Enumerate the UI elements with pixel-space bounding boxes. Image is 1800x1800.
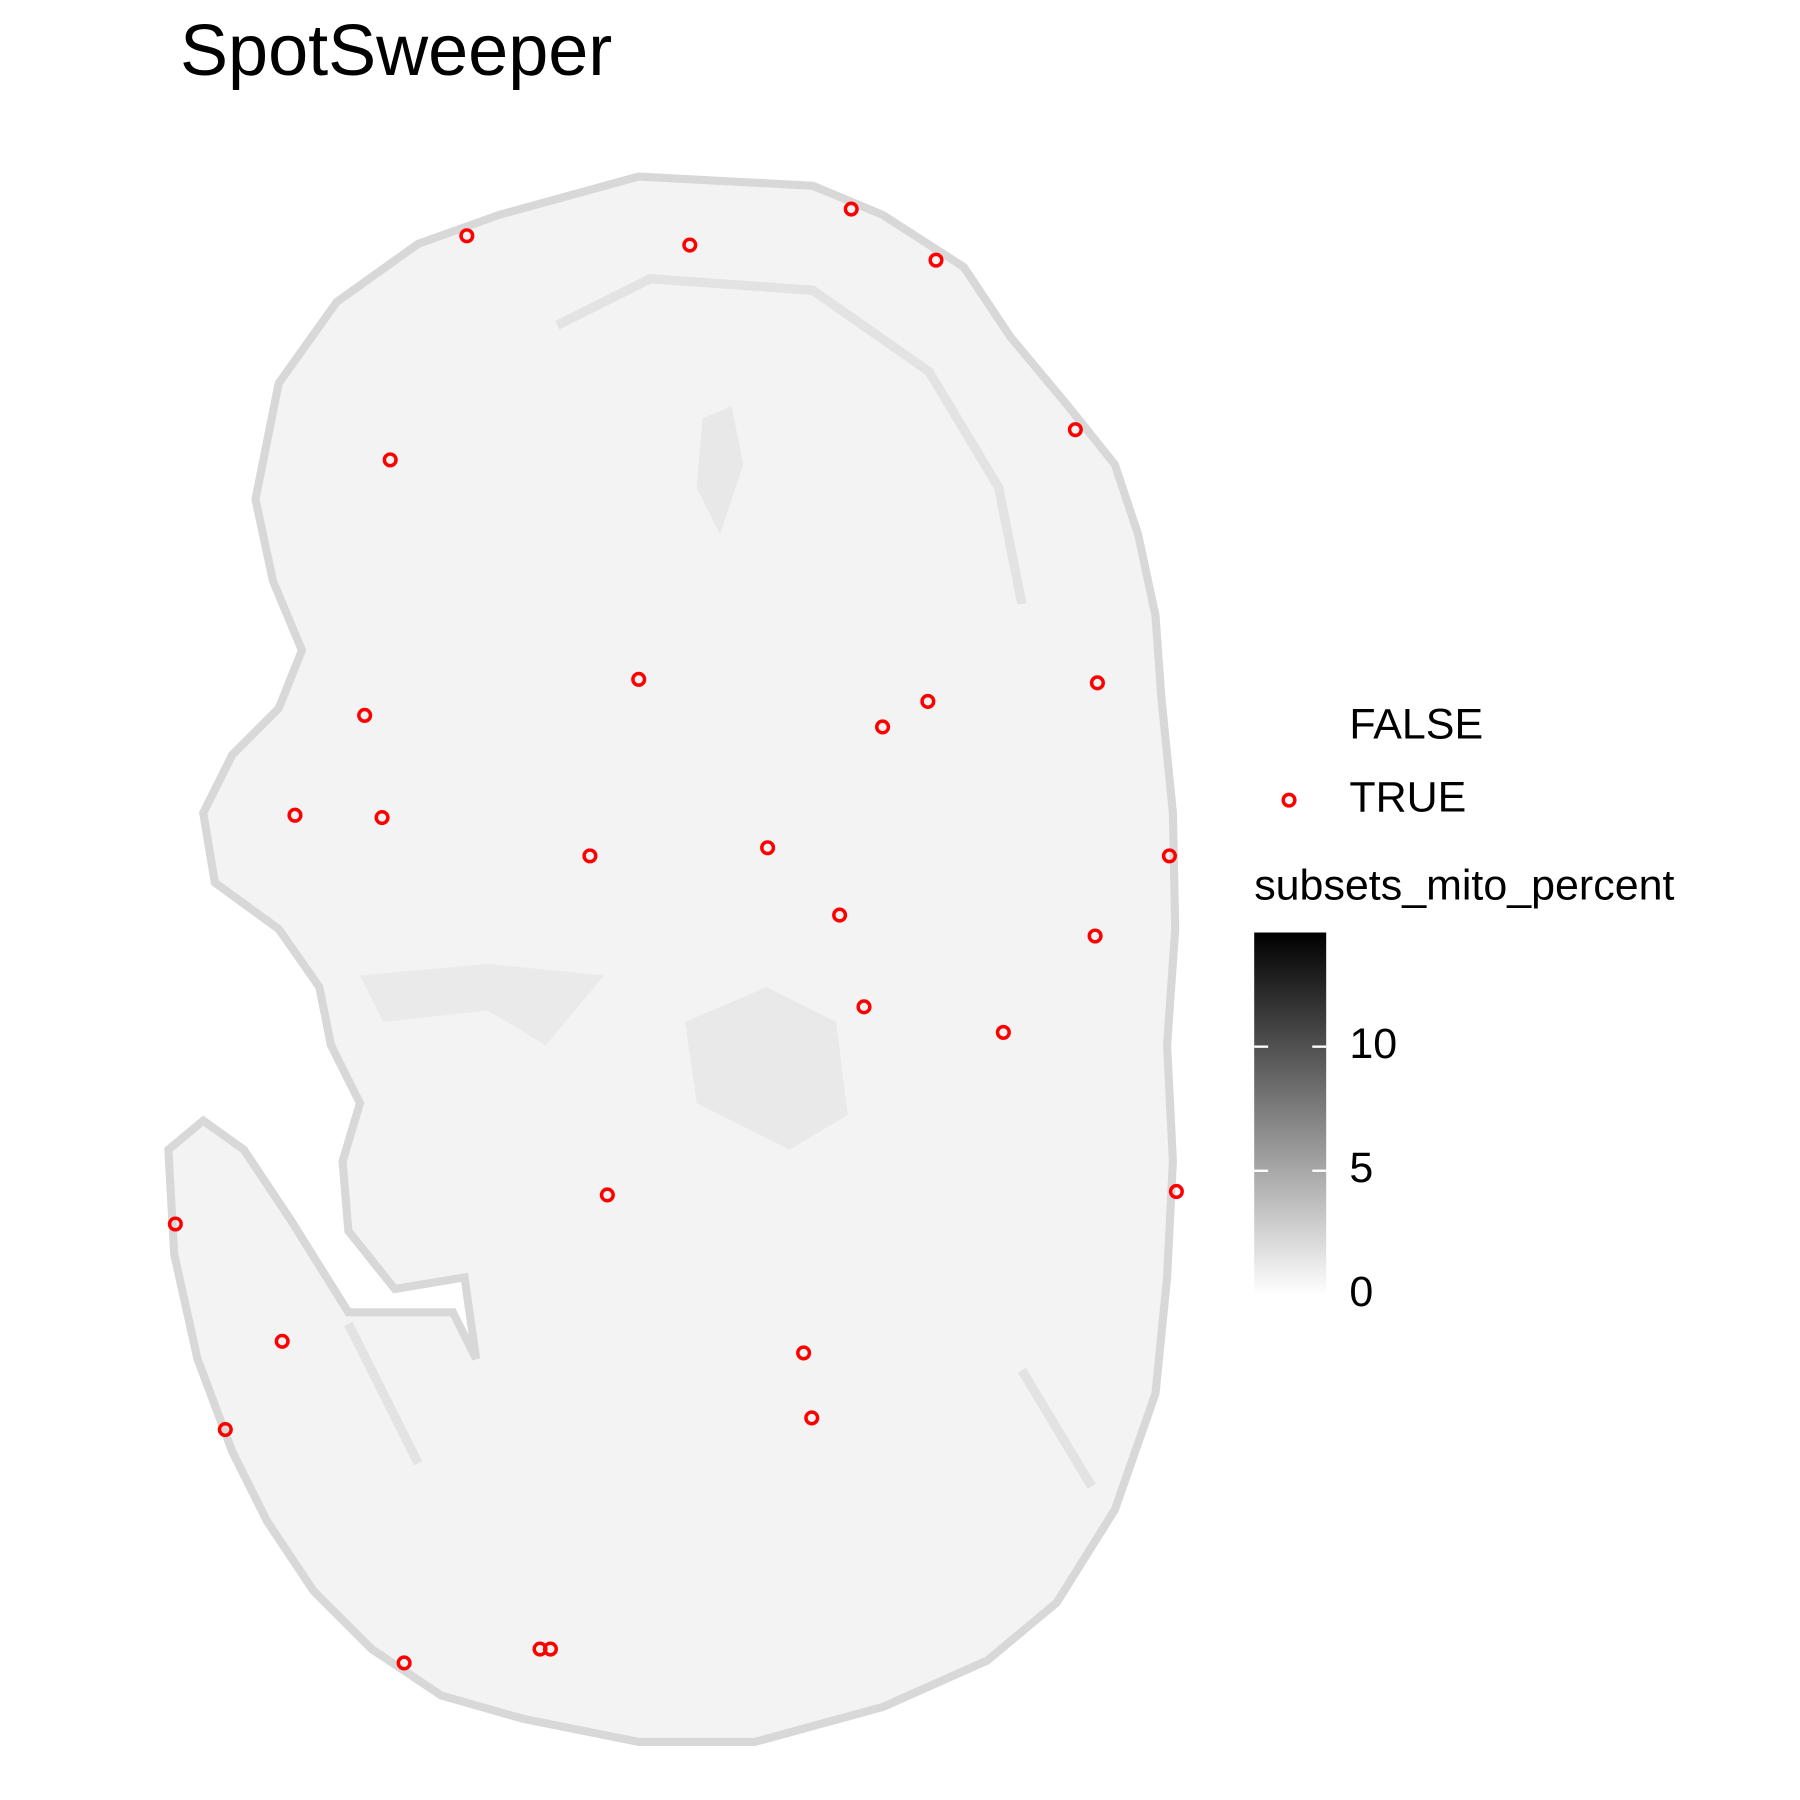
outlier-point	[856, 999, 872, 1015]
outlier-point	[582, 848, 598, 864]
legend-key	[1281, 792, 1297, 808]
outlier-point	[167, 1216, 183, 1232]
colorbar-title: subsets_mito_percent	[1254, 862, 1674, 910]
outlier-point	[1067, 422, 1083, 438]
tissue-region	[696, 406, 744, 535]
legend-label: FALSE	[1349, 700, 1483, 748]
outlier-point	[920, 693, 936, 709]
legend-label: TRUE	[1349, 773, 1466, 821]
outlier-point	[1089, 675, 1105, 691]
outlier-point	[287, 807, 303, 823]
legend-key	[1283, 721, 1295, 733]
outlier-point	[382, 452, 398, 468]
colorbar-tick-label: 0	[1349, 1268, 1373, 1316]
outlier-point	[760, 840, 776, 856]
legend: FALSE TRUE subsets_mito_percent 0 5 10	[1254, 700, 1674, 1316]
outlier-point	[796, 1345, 812, 1361]
tissue-region	[344, 273, 1096, 1489]
outlier-point	[1087, 928, 1103, 944]
outlier-point	[995, 1024, 1011, 1040]
outlier-point	[631, 671, 647, 687]
outlier-point	[1161, 848, 1177, 864]
outlier-point	[682, 237, 698, 253]
tissue-region	[360, 963, 604, 1046]
outlier-point	[1168, 1183, 1184, 1200]
outlier-point	[374, 810, 390, 826]
outlier-point	[804, 1410, 820, 1426]
colorbar-tick-label: 10	[1349, 1020, 1397, 1068]
colorbar	[1254, 932, 1327, 1295]
outlier-point	[217, 1422, 233, 1438]
outlier-point	[843, 201, 859, 217]
outlier-point	[357, 707, 373, 723]
colorbar-tick-label: 5	[1349, 1144, 1373, 1192]
tissue-region	[685, 987, 848, 1150]
outlier-point	[599, 1187, 615, 1203]
outlier-point	[274, 1333, 290, 1349]
outlier-point	[875, 719, 891, 735]
outlier-point	[396, 1655, 412, 1671]
outlier-point	[832, 907, 848, 923]
tissue-outline	[164, 172, 1180, 1747]
chart-title: SpotSweeper	[180, 11, 612, 91]
outlier-point	[928, 252, 944, 268]
outlier-point	[459, 228, 475, 244]
outlier-point	[542, 1641, 558, 1657]
